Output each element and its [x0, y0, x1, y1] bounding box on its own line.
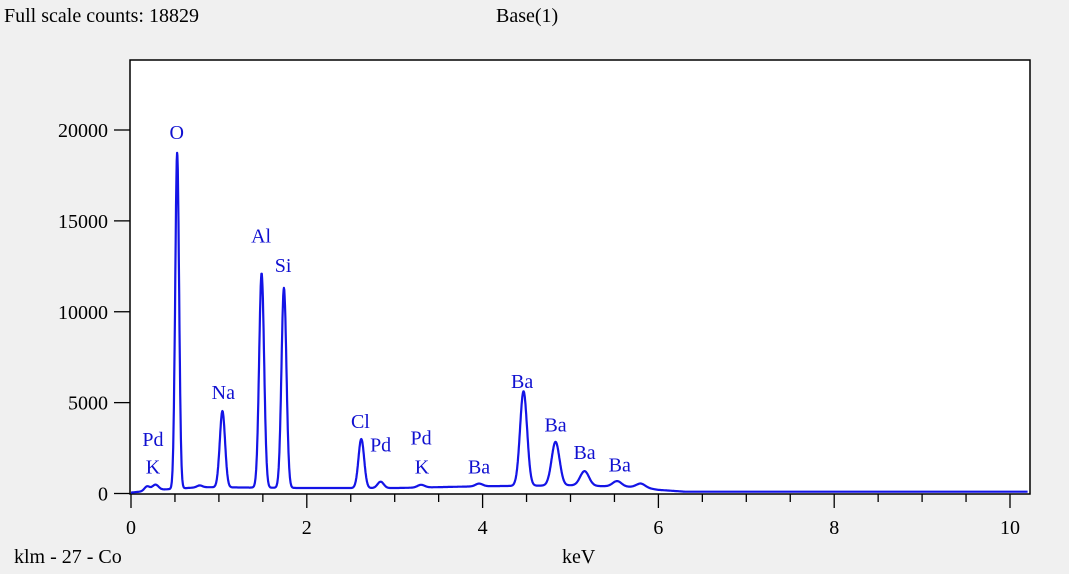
- x-axis-label: keV: [562, 546, 596, 568]
- y-axis: 0 5000 10000 15000 20000: [58, 120, 130, 506]
- y-tick-label: 15000: [58, 211, 108, 233]
- y-tick-label: 10000: [58, 302, 108, 324]
- peak-label: K: [415, 457, 430, 479]
- spectrum-line: [130, 151, 1029, 494]
- x-tick-label: 2: [302, 517, 312, 539]
- x-tick-label: 10: [1000, 517, 1020, 539]
- peak-label: Pd: [411, 427, 432, 449]
- peak-label: Ba: [573, 442, 595, 464]
- peak-label: K: [146, 457, 161, 479]
- peak-label: Pd: [142, 429, 163, 451]
- chart-title: Base(1): [496, 5, 559, 27]
- y-tick-label: 5000: [68, 393, 108, 415]
- y-tick-label: 0: [98, 484, 108, 506]
- peak-label: Cl: [351, 411, 370, 433]
- peak-label: O: [169, 122, 183, 144]
- peak-label: Si: [275, 255, 292, 277]
- full-scale-counts-label: Full scale counts: 18829: [4, 5, 199, 27]
- x-tick-label: 6: [653, 517, 663, 539]
- peak-label: Ba: [609, 455, 631, 477]
- sample-label: klm - 27 - Co: [14, 546, 122, 568]
- peak-label: Al: [251, 226, 271, 248]
- y-tick-label: 20000: [58, 120, 108, 142]
- x-axis: 0 2 4 6 8 10: [126, 494, 1020, 539]
- x-tick-label: 8: [829, 517, 839, 539]
- peak-label: Ba: [544, 415, 566, 437]
- peak-label: Ba: [468, 457, 490, 479]
- peak-label: Ba: [511, 371, 533, 393]
- x-tick-label: 0: [126, 517, 136, 539]
- peak-label: Pd: [370, 435, 391, 457]
- peak-label: Na: [212, 382, 235, 404]
- x-tick-label: 4: [478, 517, 488, 539]
